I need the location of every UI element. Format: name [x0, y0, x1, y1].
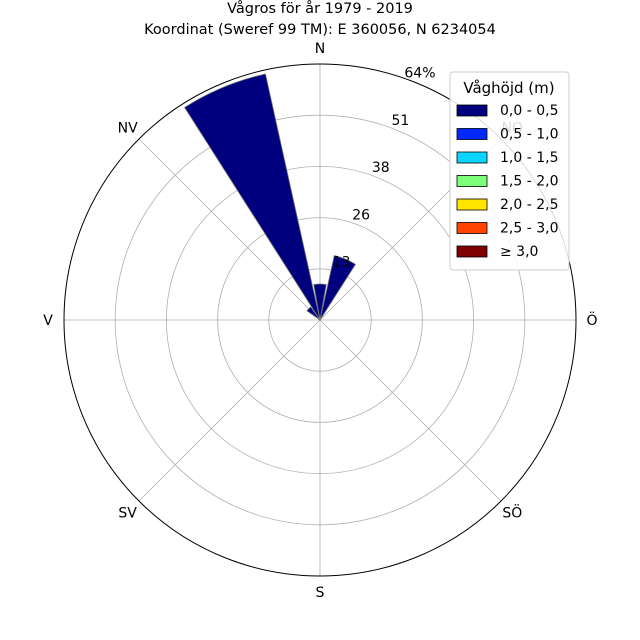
- grid-spoke-NV: [138, 138, 321, 321]
- legend-label-5: 2,5 - 3,0: [500, 221, 558, 237]
- chart-subtitle: Koordinat (Sweref 99 TM): E 360056, N 62…: [144, 22, 496, 38]
- legend-swatch-4: [456, 198, 488, 211]
- radial-tick-label-2: 26: [352, 207, 370, 223]
- bar-0-segment-0: [313, 283, 327, 321]
- legend-items: 0,0 - 0,5 0,5 - 1,0 1,0 - 1,5 1,5 - 2,0 2,0 …: [456, 103, 558, 260]
- direction-label-SÖ: SÖ: [502, 503, 522, 521]
- polar-frame: [63, 63, 577, 577]
- legend-swatch-0: [456, 104, 488, 117]
- legend-box: [449, 71, 570, 271]
- bar-1-segment-0: [319, 255, 357, 321]
- bar-3-segment-0: [184, 73, 321, 321]
- radial-tick-label-4: 51: [391, 113, 409, 129]
- radial-tick-labels: 13 26 38 51 64%: [333, 65, 436, 270]
- radial-tick-label-3: 38: [372, 160, 390, 176]
- legend-label-4: 2,0 - 2,5: [500, 197, 558, 213]
- legend-swatch-1: [456, 128, 488, 140]
- legend-swatch-6: [456, 245, 488, 258]
- legend-swatch-5: [456, 222, 488, 234]
- direction-label-S: S: [316, 585, 325, 601]
- legend-swatch-2: [456, 151, 488, 164]
- legend-label-3: 1,5 - 2,0: [500, 174, 558, 190]
- legend-label-1: 0,5 - 1,0: [500, 127, 558, 143]
- legend-label-2: 1,0 - 1,5: [500, 150, 558, 166]
- legend-label-0: 0,0 - 0,5: [500, 103, 558, 119]
- legend-swatch-3: [456, 175, 488, 187]
- legend: Våghöjd (m) 0,0 - 0,5 0,5 - 1,0 1,0 - 1,5 1…: [449, 71, 570, 271]
- grid-spoke-SÖ: [319, 319, 502, 502]
- direction-label-NV: NV: [118, 121, 138, 137]
- radial-tick-label-1: 13: [333, 255, 351, 271]
- bars-group: [184, 73, 357, 321]
- radial-tick-label-5: 64%: [404, 65, 435, 81]
- chart-title: Vågros för år 1979 - 2019: [227, 0, 413, 17]
- direction-label-SV: SV: [118, 505, 137, 521]
- legend-label-6: ≥ 3,0: [500, 244, 538, 260]
- legend-title: Våghöjd (m): [463, 79, 554, 97]
- direction-label-Ö: Ö: [586, 311, 597, 329]
- direction-label-N: N: [315, 41, 325, 57]
- direction-label-V: V: [43, 313, 53, 329]
- polar-grid: [64, 64, 576, 576]
- grid-spoke-SV: [138, 319, 321, 502]
- bar-2-segment-0: [306, 306, 321, 321]
